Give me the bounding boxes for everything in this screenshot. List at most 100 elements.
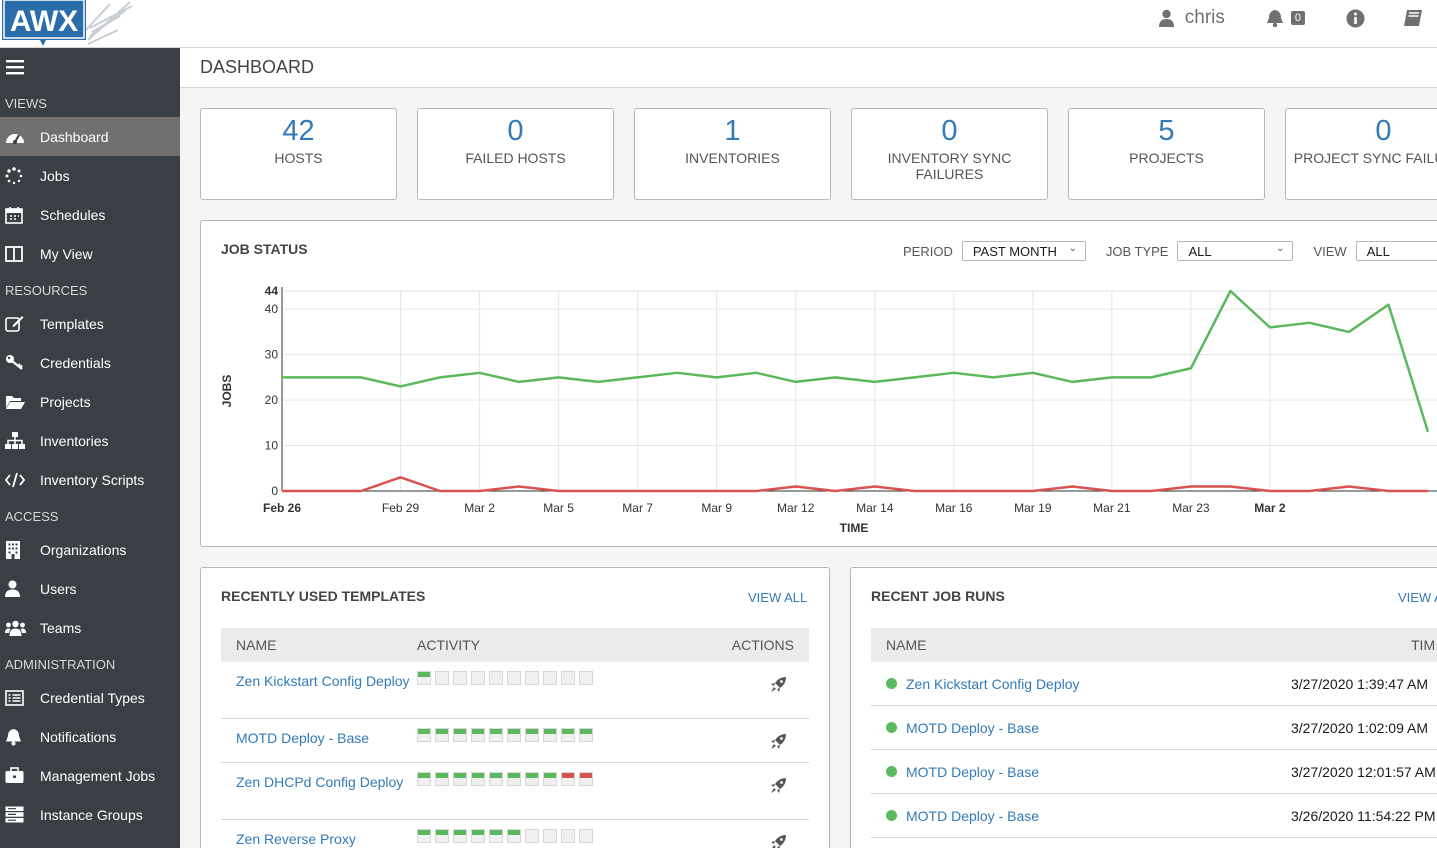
count-card-inventories[interactable]: 1 INVENTORIES [634,108,831,200]
activity-job-ok[interactable] [579,728,593,742]
user-menu[interactable]: chris [1157,7,1225,29]
sidebar-item-users[interactable]: Users [0,569,180,608]
activity-job-ok[interactable] [453,728,467,742]
y-tick-label: 30 [265,348,279,362]
sidebar-item-instance-groups[interactable]: Instance Groups [0,795,180,834]
sidebar-item-inventory-scripts[interactable]: Inventory Scripts [0,460,180,499]
sidebar-item-my-view[interactable]: My View [0,234,180,273]
job-runs-view-all-link[interactable]: VIEW A [1398,590,1437,605]
activity-job-ok[interactable] [561,728,575,742]
activity-job-ok[interactable] [453,829,467,843]
activity-job-ok[interactable] [525,728,539,742]
sidebar-item-credentials[interactable]: Credentials [0,343,180,382]
count-card-project-sync-failures[interactable]: 0 PROJECT SYNC FAILURES [1285,108,1437,200]
job-run-name-link[interactable]: Zen Kickstart Config Deploy [906,675,1080,692]
sidebar-section-access: ACCESS [5,509,59,524]
sidebar-item-dashboard[interactable]: Dashboard [0,117,180,156]
template-name-link[interactable]: Zen DHCPd Config Deploy [236,774,404,790]
info-icon[interactable] [1345,8,1365,28]
view-select[interactable]: ALL [1355,241,1437,261]
recent-templates-panel: RECENTLY USED TEMPLATES VIEW ALL NAME AC… [200,567,830,848]
rocket-icon [771,677,786,692]
launch-button[interactable] [717,763,809,819]
launch-button[interactable] [717,820,809,848]
user-icon [1157,8,1177,28]
activity-job-ok[interactable] [489,772,503,786]
launch-button[interactable] [717,662,809,718]
job-type-select[interactable]: ALL ⌄ [1177,241,1294,261]
activity-job-ok[interactable] [507,829,521,843]
activity-job-fail[interactable] [561,772,575,786]
activity-job-ok[interactable] [453,772,467,786]
x-tick-label: Mar 19 [1014,501,1052,515]
count-card-failed-hosts[interactable]: 0 FAILED HOSTS [417,108,614,200]
job-run-name-link[interactable]: MOTD Deploy - Base [906,719,1040,736]
sidebar-item-organizations[interactable]: Organizations [0,530,180,569]
sidebar-item-jobs[interactable]: Jobs [0,156,180,195]
bell-icon [0,728,40,746]
y-tick-label: 44 [265,284,279,298]
sidebar-item-teams[interactable]: Teams [0,608,180,647]
sidebar-item-credential-types[interactable]: Credential Types [0,678,180,717]
period-select[interactable]: PAST MONTH ⌄ [961,241,1086,261]
chevron-down-icon: ⌄ [1068,243,1077,254]
count-card-inventory-sync-failures[interactable]: 0 INVENTORY SYNC FAILURES [851,108,1048,200]
briefcase-icon [0,767,40,784]
template-name-link[interactable]: Zen Reverse Proxy [236,831,356,847]
activity-job-ok[interactable] [525,772,539,786]
sidebar-item-label: Dashboard [40,128,109,145]
sidebar-item-templates[interactable]: Templates [0,304,180,343]
templates-view-all-link[interactable]: VIEW ALL [748,590,808,605]
activity-job-none [579,671,593,685]
activity-bar [417,662,717,685]
template-name-link[interactable]: MOTD Deploy - Base [236,730,370,746]
activity-job-ok[interactable] [471,772,485,786]
activity-job-fail[interactable] [579,772,593,786]
template-name-link[interactable]: Zen Kickstart Config Deploy [236,673,410,689]
job-runs-table: NAME TIM Zen Kickstart Config Deploy 3/27… [871,628,1437,838]
activity-job-ok[interactable] [471,829,485,843]
column-header-activity: ACTIVITY [417,637,481,653]
activity-job-ok[interactable] [507,772,521,786]
count-card-projects[interactable]: 5 PROJECTS [1068,108,1265,200]
sidebar-item-projects[interactable]: Projects [0,382,180,421]
activity-job-ok[interactable] [435,728,449,742]
activity-job-ok[interactable] [507,728,521,742]
y-axis-label: JOBS [220,375,234,408]
activity-job-ok[interactable] [489,829,503,843]
activity-job-none [525,671,539,685]
recent-job-runs-panel: RECENT JOB RUNS VIEW A NAME TIM Zen Kick… [850,567,1437,848]
job-run-name-link[interactable]: MOTD Deploy - Base [906,807,1040,824]
sidebar-item-schedules[interactable]: Schedules [0,195,180,234]
activity-job-ok[interactable] [417,728,431,742]
job-run-time: 3/26/2020 11:54:22 PM [1291,807,1436,824]
users-icon [0,620,40,636]
awx-logo[interactable]: AWX [0,0,140,48]
activity-job-ok[interactable] [489,728,503,742]
username: chris [1184,7,1225,28]
count-value: 0 [941,115,958,147]
sidebar-item-inventories[interactable]: Inventories [0,421,180,460]
sidebar-item-management-jobs[interactable]: Management Jobs [0,756,180,795]
launch-button[interactable] [717,719,809,762]
sidebar-item-notifications[interactable]: Notifications [0,717,180,756]
rocket-icon [771,734,786,749]
activity-job-ok[interactable] [417,772,431,786]
activity-job-ok[interactable] [417,671,431,685]
count-label: PROJECT SYNC FAILURES [1293,150,1437,166]
activity-job-ok[interactable] [543,772,557,786]
job-run-name-link[interactable]: MOTD Deploy - Base [906,763,1040,780]
activity-job-ok[interactable] [471,728,485,742]
activity-job-ok[interactable] [543,728,557,742]
book-icon[interactable] [1403,8,1423,28]
period-value: PAST MONTH [972,243,1057,259]
notifications-button[interactable]: 0 [1265,8,1305,28]
activity-job-ok[interactable] [435,772,449,786]
count-card-hosts[interactable]: 42 HOSTS [200,108,397,200]
activity-job-none [579,829,593,843]
menu-toggle-button[interactable] [0,48,180,86]
job-run-time: 3/27/2020 1:39:47 AM [1291,675,1428,692]
activity-job-ok[interactable] [417,829,431,843]
activity-job-ok[interactable] [435,829,449,843]
job-run-time: 3/27/2020 12:01:57 AM [1291,763,1436,780]
